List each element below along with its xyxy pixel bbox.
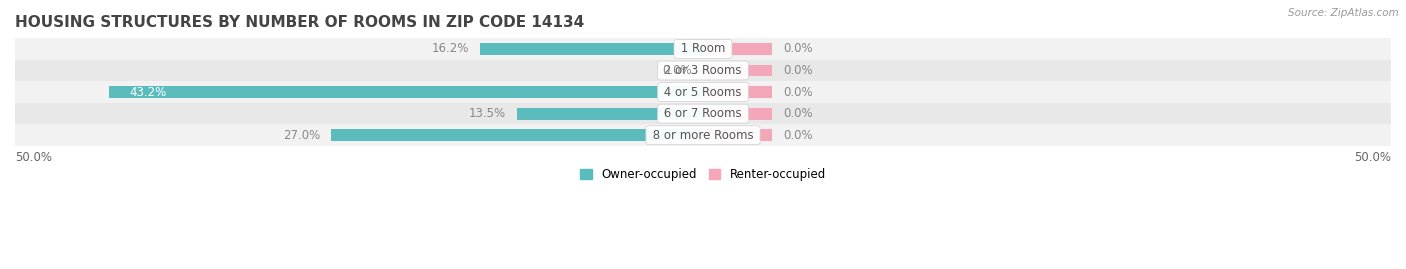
Legend: Owner-occupied, Renter-occupied: Owner-occupied, Renter-occupied: [575, 163, 831, 185]
Text: 6 or 7 Rooms: 6 or 7 Rooms: [661, 107, 745, 120]
Bar: [332, 129, 703, 141]
Text: 16.2%: 16.2%: [432, 43, 470, 55]
Bar: [703, 129, 772, 141]
Text: Source: ZipAtlas.com: Source: ZipAtlas.com: [1288, 8, 1399, 18]
Text: 27.0%: 27.0%: [283, 129, 321, 142]
Bar: [703, 108, 772, 120]
Text: 50.0%: 50.0%: [1354, 151, 1391, 164]
Bar: [108, 86, 703, 98]
Bar: [517, 108, 703, 120]
Text: 0.0%: 0.0%: [662, 64, 692, 77]
Text: 13.5%: 13.5%: [470, 107, 506, 120]
Text: HOUSING STRUCTURES BY NUMBER OF ROOMS IN ZIP CODE 14134: HOUSING STRUCTURES BY NUMBER OF ROOMS IN…: [15, 15, 585, 30]
Bar: [15, 125, 1391, 146]
Bar: [703, 65, 772, 76]
Bar: [15, 103, 1391, 125]
Text: 0.0%: 0.0%: [783, 107, 813, 120]
Text: 0.0%: 0.0%: [783, 86, 813, 98]
Text: 2 or 3 Rooms: 2 or 3 Rooms: [661, 64, 745, 77]
Bar: [703, 43, 772, 55]
Bar: [15, 38, 1391, 60]
Text: 0.0%: 0.0%: [783, 64, 813, 77]
Text: 1 Room: 1 Room: [676, 43, 730, 55]
Text: 4 or 5 Rooms: 4 or 5 Rooms: [661, 86, 745, 98]
Bar: [15, 81, 1391, 103]
Bar: [479, 43, 703, 55]
Text: 8 or more Rooms: 8 or more Rooms: [648, 129, 758, 142]
Text: 43.2%: 43.2%: [129, 86, 166, 98]
Bar: [703, 86, 772, 98]
Bar: [15, 60, 1391, 81]
Text: 0.0%: 0.0%: [783, 43, 813, 55]
Text: 50.0%: 50.0%: [15, 151, 52, 164]
Text: 0.0%: 0.0%: [783, 129, 813, 142]
